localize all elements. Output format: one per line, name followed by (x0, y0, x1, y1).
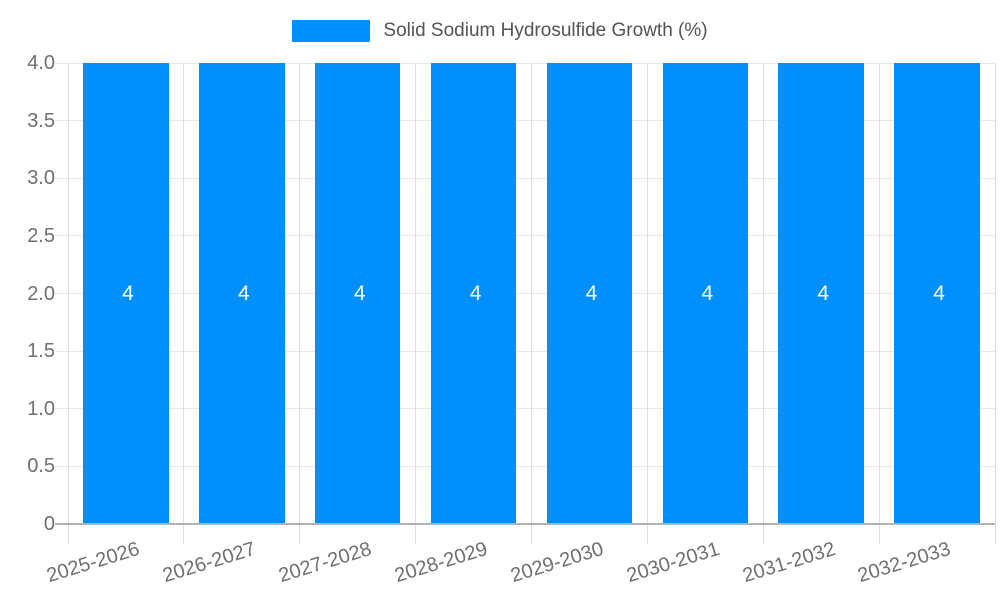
y-gridline (55, 62, 995, 64)
y-axis-tick-label: 1.0 (27, 397, 55, 420)
x-gridline (646, 63, 648, 544)
plot-area: 0 0.5 1.0 1.5 2.0 2.5 3.0 3.5 4.0 4 2025-2026 4 2026… (27, 53, 996, 587)
y-axis-tick-label: 4.0 (27, 52, 55, 74)
y-gridline (55, 350, 995, 352)
y-axis-tick-label: 3.0 (27, 167, 55, 190)
y-gridline (55, 177, 995, 179)
y-axis-tick-label: 3.5 (27, 109, 55, 132)
y-gridline (55, 465, 995, 467)
y-axis-tick-label: 0.5 (27, 455, 55, 478)
x-axis-tick-label: 2027-2028 (276, 538, 375, 588)
bar (199, 63, 285, 524)
x-gridline (183, 63, 185, 544)
bar-value-label: 4 (122, 281, 134, 305)
bar-value-label: 4 (469, 281, 482, 305)
y-gridline (55, 408, 995, 410)
bar-value-label: 4 (237, 281, 250, 305)
bar-value-label: 4 (353, 281, 366, 305)
bar (314, 63, 401, 524)
bar-value-label: 4 (585, 281, 598, 305)
x-axis-tick-label: 2026-2027 (160, 538, 259, 588)
x-gridline (415, 63, 417, 544)
y-gridline (55, 293, 995, 294)
y-gridline (55, 120, 995, 122)
legend: Solid Sodium Hydrosulfide Growth (%) (0, 20, 1000, 42)
y-gridline (55, 235, 995, 237)
y-axis-tick-label: 2.0 (27, 282, 55, 305)
bar (83, 63, 169, 524)
y-axis-tick-label: 0 (43, 513, 55, 535)
legend-swatch-icon (292, 20, 371, 42)
y-axis-tick-label: 1.5 (27, 340, 55, 363)
x-gridline (531, 63, 532, 544)
x-axis-tick-label: 2028-2029 (392, 538, 490, 588)
bar (546, 63, 633, 524)
bar-value-label: 4 (933, 281, 945, 305)
x-gridline (67, 63, 69, 544)
bar-value-label: 4 (817, 281, 830, 305)
x-axis-tick-label: 2032-2033 (855, 538, 954, 588)
bar (430, 63, 517, 524)
bar-value-label: 4 (701, 281, 714, 305)
x-axis-line (55, 523, 995, 525)
x-axis-tick-label: 2031-2032 (739, 538, 838, 588)
x-gridline (994, 63, 996, 544)
bar (662, 63, 749, 524)
x-axis-tick-label: 2029-2030 (507, 538, 606, 588)
x-axis-tick-label: 2025-2026 (44, 538, 143, 588)
y-axis-tick-label: 2.5 (27, 224, 55, 247)
x-gridline (878, 63, 880, 544)
bar (894, 63, 980, 524)
x-axis-tick-label: 2030-2031 (623, 538, 722, 588)
x-gridline (762, 63, 764, 544)
bar (778, 63, 864, 524)
legend-series-label: Solid Sodium Hydrosulfide Growth (%) (383, 20, 708, 41)
x-gridline (299, 63, 301, 544)
